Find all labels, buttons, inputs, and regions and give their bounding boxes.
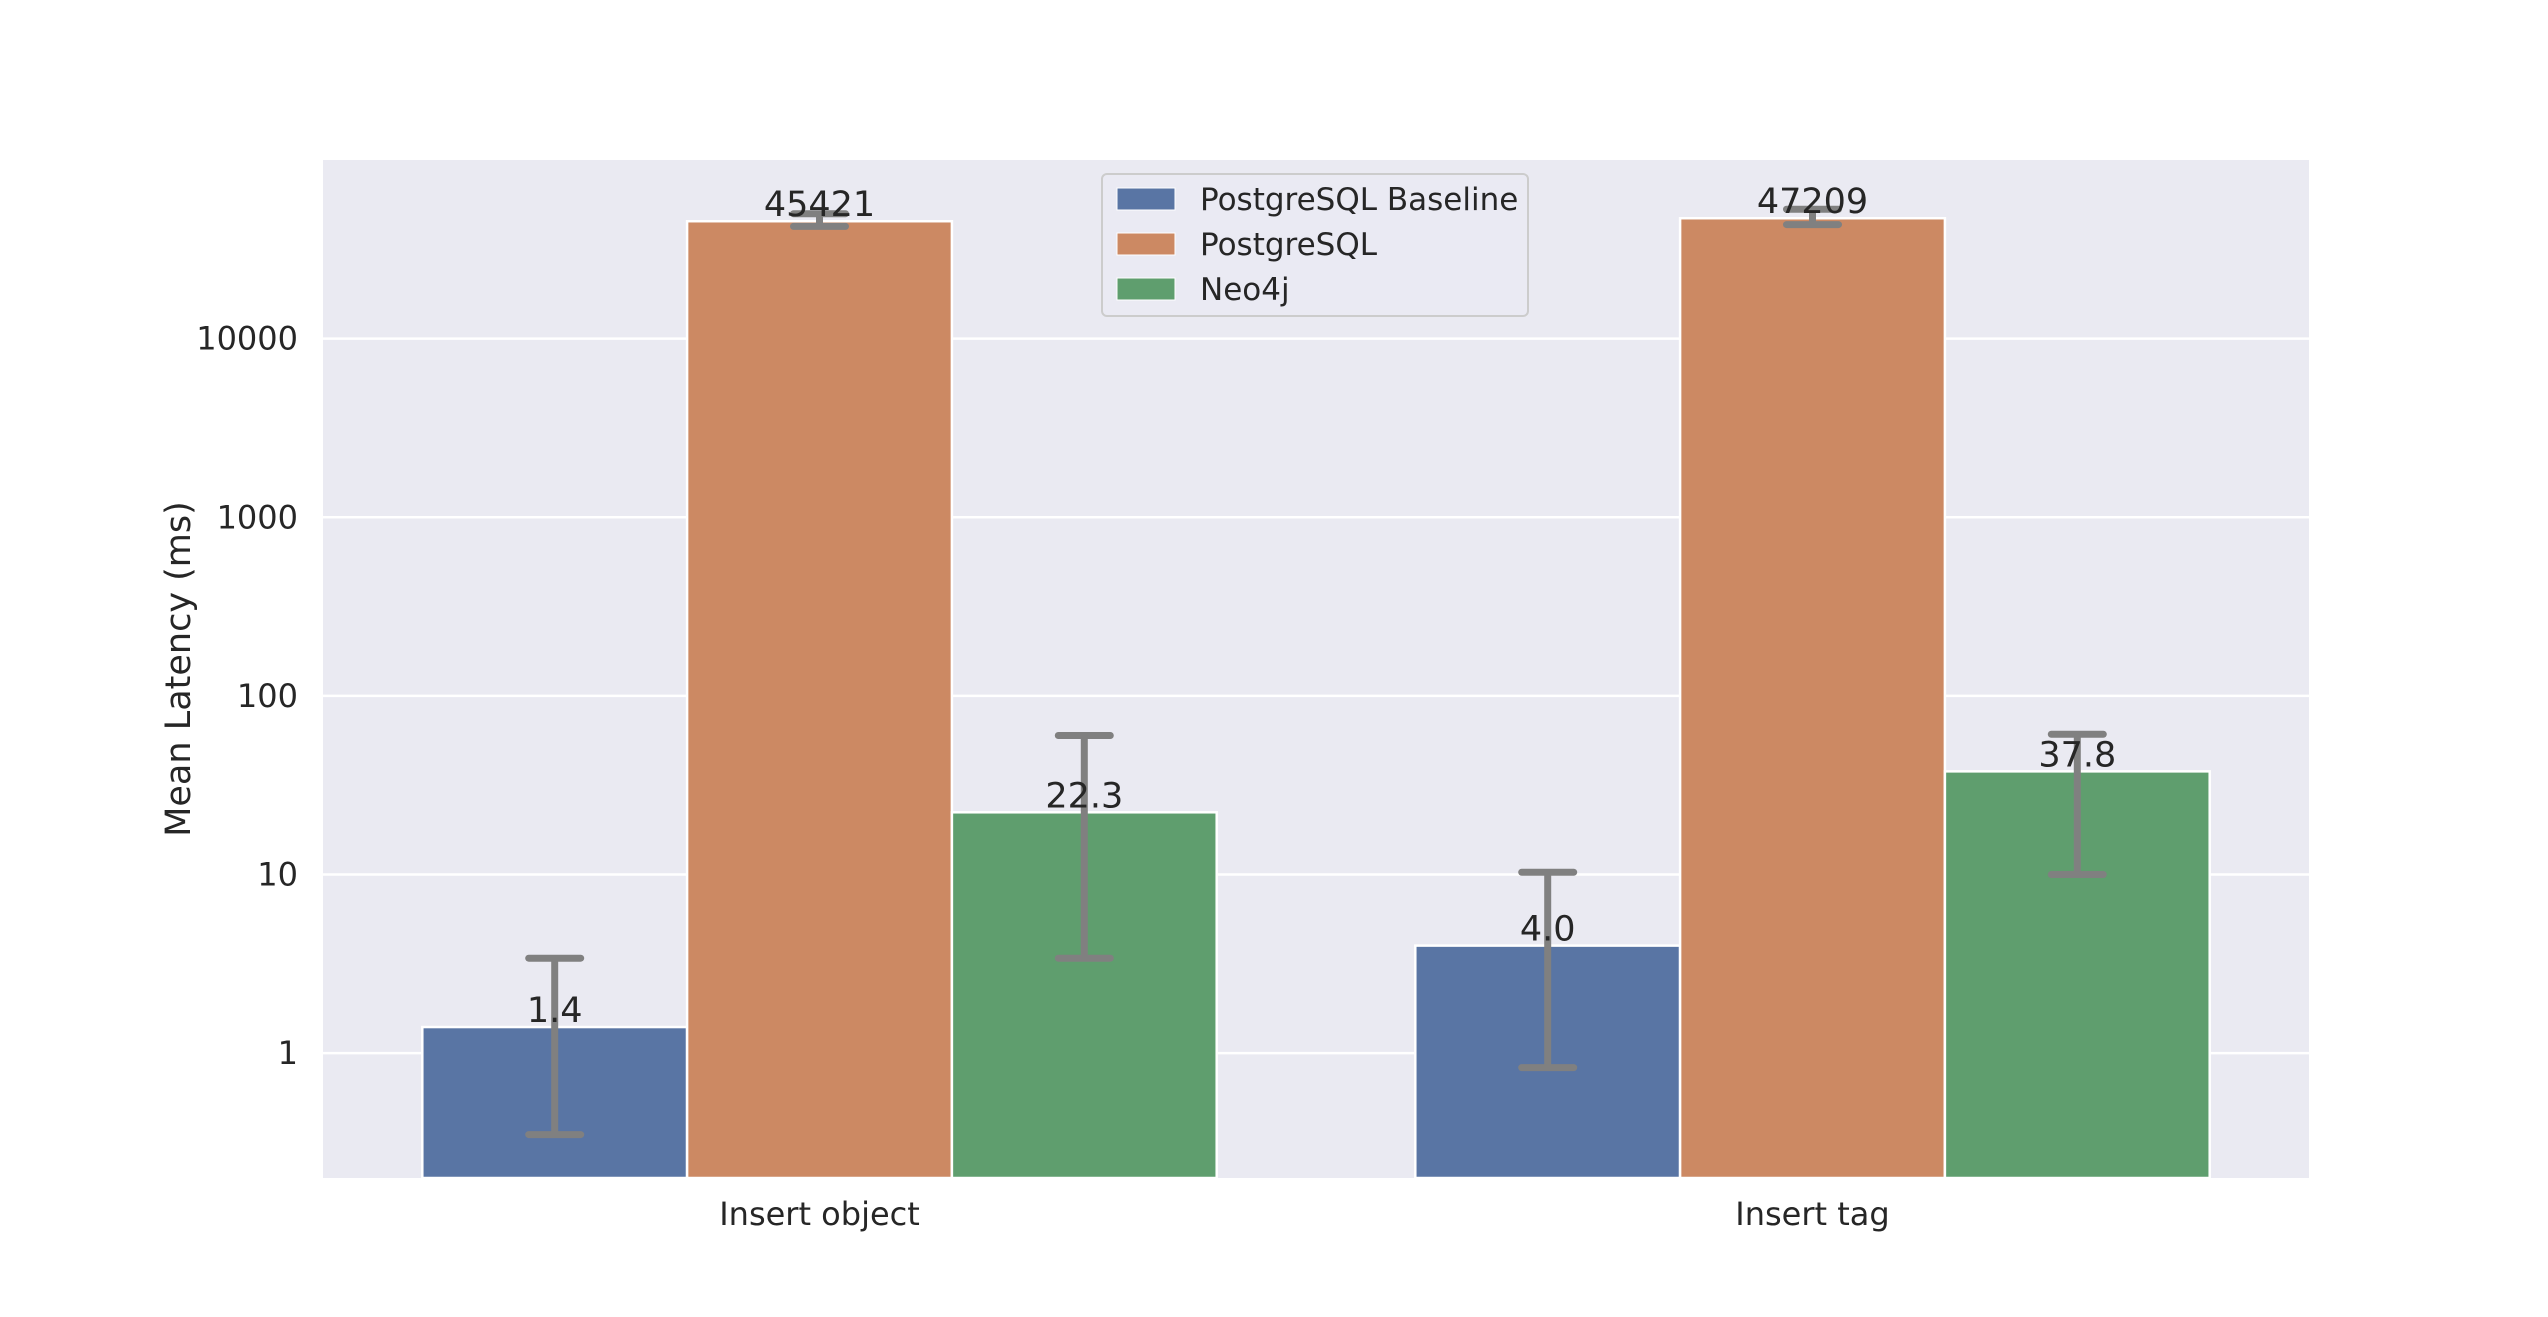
bar bbox=[1678, 216, 1947, 1180]
y-tick-label: 100 bbox=[237, 677, 298, 715]
legend-swatch bbox=[1116, 187, 1176, 211]
bar-value-label: 45421 bbox=[764, 185, 875, 225]
bar-value-label: 4.0 bbox=[1520, 910, 1576, 950]
bar-labels: 1.4 45421 22.3 4.0 47209 37.8 bbox=[527, 182, 2116, 1031]
legend-label: PostgreSQL bbox=[1200, 227, 1378, 263]
x-tick-label: Insert object bbox=[719, 1195, 920, 1233]
y-axis-label: Mean Latency (ms) bbox=[159, 501, 199, 837]
legend-swatch bbox=[1116, 232, 1176, 256]
legend: PostgreSQL Baseline PostgreSQL Neo4j bbox=[1101, 173, 1529, 317]
bars bbox=[421, 216, 2211, 1180]
y-tick-label: 1 bbox=[278, 1034, 298, 1072]
y-tick-label: 10000 bbox=[196, 320, 298, 358]
legend-swatch bbox=[1116, 277, 1176, 301]
bar-value-label: 22.3 bbox=[1045, 776, 1123, 816]
legend-label: PostgreSQL Baseline bbox=[1200, 182, 1518, 218]
legend-label: Neo4j bbox=[1200, 272, 1290, 308]
x-tick-label: Insert tag bbox=[1735, 1195, 1889, 1233]
bar-value-label: 37.8 bbox=[2038, 735, 2116, 775]
error-bars bbox=[525, 205, 2107, 1139]
bar bbox=[685, 219, 954, 1180]
y-tick-label: 10 bbox=[257, 856, 298, 894]
y-tick-labels: 1 10 100 1000 10000 bbox=[196, 320, 298, 1073]
bar-value-label: 47209 bbox=[1757, 182, 1868, 222]
bar-value-label: 1.4 bbox=[527, 991, 583, 1031]
y-tick-label: 1000 bbox=[217, 498, 298, 536]
legend-frame bbox=[1101, 173, 1529, 317]
x-tick-labels: Insert object Insert tag bbox=[719, 1195, 1889, 1233]
